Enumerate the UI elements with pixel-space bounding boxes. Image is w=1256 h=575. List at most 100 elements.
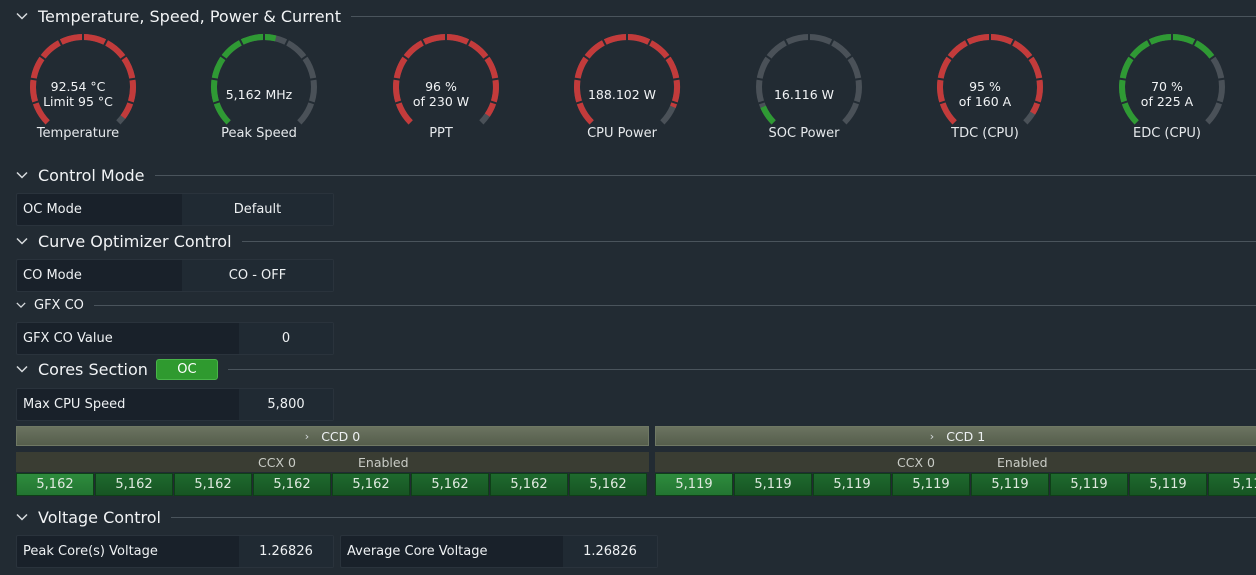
ccd0-title: CCD 0 xyxy=(321,428,361,444)
oc-badge[interactable]: OC xyxy=(155,358,218,380)
chevron-right-icon[interactable]: › xyxy=(304,429,310,443)
gauge-fill xyxy=(211,34,277,125)
gauge-tick xyxy=(938,100,947,105)
gauge-subvalue: of 230 W xyxy=(412,94,470,109)
gauge-readout: 95 % of 160 A xyxy=(930,79,1040,109)
gauge-tick xyxy=(582,54,591,61)
ccd0-core-1[interactable]: 5,162 xyxy=(95,473,173,496)
co-mode-field[interactable]: CO Mode CO - OFF xyxy=(16,259,334,292)
section-header-cores[interactable]: Cores Section OC xyxy=(16,357,1256,381)
gauge-tick xyxy=(392,77,401,81)
gauge-tick xyxy=(491,77,500,81)
gauge-subvalue: of 160 A xyxy=(958,94,1012,109)
gauge-readout: 5,162 MHz xyxy=(204,87,314,102)
gfx-co-value-input[interactable]: 0 xyxy=(239,323,333,354)
gauge-tick xyxy=(482,54,491,61)
ccd0-core-0[interactable]: 5,162 xyxy=(16,473,94,496)
ccd1-core-4[interactable]: 5,119 xyxy=(971,473,1049,496)
ccd1-header[interactable]: › CCD 1 xyxy=(655,426,1256,446)
gauge-dial xyxy=(755,33,863,125)
gauge-tick xyxy=(57,38,64,47)
ccd0-ccx-row: CCX 0 Enabled xyxy=(16,452,649,472)
chevron-down-icon[interactable] xyxy=(16,511,28,523)
gauge-readout: 92.54 °C Limit 95 °C xyxy=(23,79,133,109)
ccd0-core-6[interactable]: 5,162 xyxy=(490,473,568,496)
chevron-down-icon[interactable] xyxy=(16,300,26,310)
gauge-fill xyxy=(760,105,776,125)
gfx-co-value-label: GFX CO Value xyxy=(23,331,113,346)
chevron-down-icon[interactable] xyxy=(16,363,28,375)
gfx-co-value-field[interactable]: GFX CO Value 0 xyxy=(16,322,334,355)
oc-mode-dropdown[interactable]: Default xyxy=(182,194,333,225)
ccd1-core-2[interactable]: 5,119 xyxy=(813,473,891,496)
divider xyxy=(154,174,1256,176)
max-cpu-speed-input[interactable]: 5,800 xyxy=(239,389,333,420)
chevron-down-icon[interactable] xyxy=(16,10,28,22)
gauge-tick xyxy=(38,54,47,61)
gauge-tick xyxy=(1127,54,1136,61)
divider xyxy=(241,240,1256,242)
gauge-label: PPT xyxy=(429,126,453,141)
gauge-track xyxy=(756,34,862,125)
max-cpu-speed-field[interactable]: Max CPU Speed 5,800 xyxy=(16,388,334,421)
gauge-fill xyxy=(30,34,136,125)
ccd1-core-6[interactable]: 5,119 xyxy=(1129,473,1207,496)
ccd0-core-3[interactable]: 5,162 xyxy=(253,473,331,496)
section-title: Curve Optimizer Control xyxy=(38,231,232,251)
ccd0-core-4[interactable]: 5,162 xyxy=(332,473,410,496)
gauge: 96 % of 230 W PPT xyxy=(386,30,506,150)
gauge-tick xyxy=(1009,38,1016,47)
gauge-tick xyxy=(29,77,38,81)
ccd1-core-5[interactable]: 5,119 xyxy=(1050,473,1128,496)
gauge-value: 92.54 °C xyxy=(50,79,106,94)
gauge-tick xyxy=(945,54,954,61)
ccd1-ccx-label: CCX 0 xyxy=(897,454,935,470)
chevron-down-icon[interactable] xyxy=(16,169,28,181)
avg-voltage-label: Average Core Voltage xyxy=(347,544,488,559)
gauge-tick xyxy=(757,100,766,105)
gauge-tick xyxy=(854,77,863,81)
oc-mode-field[interactable]: OC Mode Default xyxy=(16,193,334,226)
divider xyxy=(350,15,1256,17)
gauge-tick xyxy=(1118,77,1127,81)
gauge-tick xyxy=(238,38,245,47)
peak-voltage-label: Peak Core(s) Voltage xyxy=(23,544,158,559)
gauge-tick xyxy=(936,77,945,81)
section-header-control-mode[interactable]: Control Mode xyxy=(16,163,1256,187)
ccd1-core-3[interactable]: 5,119 xyxy=(892,473,970,496)
ccd0-header[interactable]: › CCD 0 xyxy=(16,426,649,446)
section-header-gfx-co[interactable]: GFX CO xyxy=(16,294,1256,316)
gauge-dial xyxy=(1118,33,1226,125)
divider xyxy=(170,516,1256,518)
section-header-curve-optimizer[interactable]: Curve Optimizer Control xyxy=(16,229,1256,253)
ccd1-core-7[interactable]: 5,11 xyxy=(1208,473,1256,496)
gauge-tick xyxy=(283,38,290,47)
ccd0-core-2[interactable]: 5,162 xyxy=(174,473,252,496)
gauge-tick xyxy=(394,100,403,105)
gauge-tick xyxy=(1035,77,1044,81)
gauge-readout: 188.102 W xyxy=(567,87,677,102)
section-header-voltage[interactable]: Voltage Control xyxy=(16,505,1256,529)
section-title: Cores Section xyxy=(38,359,148,379)
ccd1-core-0[interactable]: 5,119 xyxy=(655,473,733,496)
ccd0-core-7[interactable]: 5,162 xyxy=(569,473,647,496)
ccd1-status: Enabled xyxy=(997,454,1048,470)
gauge-dial xyxy=(573,33,681,125)
ccd1-core-1[interactable]: 5,119 xyxy=(734,473,812,496)
gauge-tick xyxy=(1191,38,1198,47)
gauge-tick xyxy=(828,38,835,47)
gauge: 95 % of 160 A TDC (CPU) xyxy=(930,30,1050,150)
gauge-dial xyxy=(936,33,1044,125)
gauge-tick xyxy=(646,38,653,47)
chevron-right-icon[interactable]: › xyxy=(929,429,935,443)
gauge-value: 5,162 MHz xyxy=(225,87,293,102)
peak-voltage-value: 1.26826 xyxy=(239,536,333,567)
section-header-tsp[interactable]: Temperature, Speed, Power & Current xyxy=(16,4,1256,28)
ccd0-core-5[interactable]: 5,162 xyxy=(411,473,489,496)
gauge-readout: 70 % of 225 A xyxy=(1112,79,1222,109)
gauge-tick xyxy=(102,38,109,47)
gauge: 188.102 W CPU Power xyxy=(567,30,687,150)
gauge-tick xyxy=(672,77,681,81)
chevron-down-icon[interactable] xyxy=(16,235,28,247)
co-mode-dropdown[interactable]: CO - OFF xyxy=(182,260,333,291)
